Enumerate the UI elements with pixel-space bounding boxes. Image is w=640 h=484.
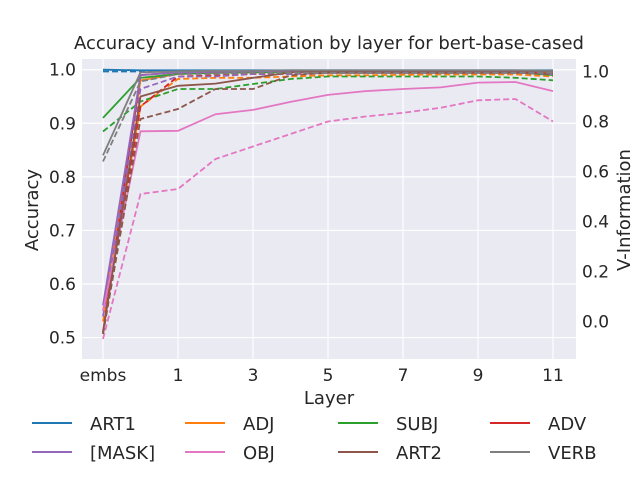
series-line-vinfo-verb bbox=[102, 71, 553, 162]
y-tick-label-right: 1.0 bbox=[582, 63, 609, 83]
y-tick-label-left: 0.8 bbox=[49, 168, 76, 188]
plot-area bbox=[82, 59, 576, 359]
x-tick-label: 3 bbox=[248, 366, 259, 386]
y-tick-label-left: 0.9 bbox=[49, 114, 76, 134]
x-tick-label: 9 bbox=[473, 366, 484, 386]
legend: ART1 ADJ SUBJ ADV [MASK] OBJ ART2 VERB bbox=[32, 414, 597, 464]
x-tick-label: 5 bbox=[323, 366, 334, 386]
y-tick-label-right: 0.6 bbox=[582, 163, 609, 183]
x-tick-label: embs bbox=[80, 366, 127, 386]
series-line-vinfo-obj bbox=[102, 98, 554, 340]
x-tick-label: 11 bbox=[542, 366, 564, 386]
y-tick-label-left: 0.5 bbox=[49, 329, 76, 349]
x-tick-label: 1 bbox=[173, 366, 184, 386]
x-tick-label: 7 bbox=[398, 366, 409, 386]
y-tick-label-left: 1.0 bbox=[49, 61, 76, 81]
y-tick-label-right: 0.2 bbox=[582, 263, 609, 283]
legend-label: [MASK] bbox=[90, 443, 155, 464]
series-line-vinfo-subj bbox=[102, 75, 554, 133]
series-line-accuracy-obj bbox=[102, 81, 554, 311]
x-axis-label: Layer bbox=[304, 388, 355, 409]
series-line-accuracy-verb bbox=[102, 69, 554, 156]
legend-label: OBJ bbox=[243, 443, 275, 464]
y-tick-label-right: 0.0 bbox=[582, 313, 609, 333]
legend-label: ART2 bbox=[396, 443, 442, 464]
y-tick-label-right: 0.8 bbox=[582, 113, 609, 133]
legend-label: ADJ bbox=[243, 414, 274, 435]
y-tick-label-left: 0.6 bbox=[49, 275, 76, 295]
series-line-vinfo-adj bbox=[102, 73, 554, 322]
legend-label: VERB bbox=[548, 443, 597, 464]
y-tick-label-right: 0.4 bbox=[582, 213, 609, 233]
tick-labels: embs 1 3 5 7 9 11 0.5 0.6 0.7 0.8 0.9 1.0 0.0 0.2 0.4 0.… bbox=[49, 61, 609, 386]
chart-title: Accuracy and V-Information by layer for … bbox=[74, 33, 584, 54]
y-axis-label-left: Accuracy bbox=[22, 169, 43, 252]
legend-label: SUBJ bbox=[396, 414, 438, 435]
series-lines bbox=[102, 68, 554, 340]
legend-label: ADV bbox=[548, 414, 587, 435]
legend-label: ART1 bbox=[90, 414, 136, 435]
series-line-vinfo-art2 bbox=[102, 71, 554, 335]
y-axis-label-right: V-Information bbox=[614, 149, 635, 271]
y-tick-label-left: 0.7 bbox=[49, 221, 76, 241]
